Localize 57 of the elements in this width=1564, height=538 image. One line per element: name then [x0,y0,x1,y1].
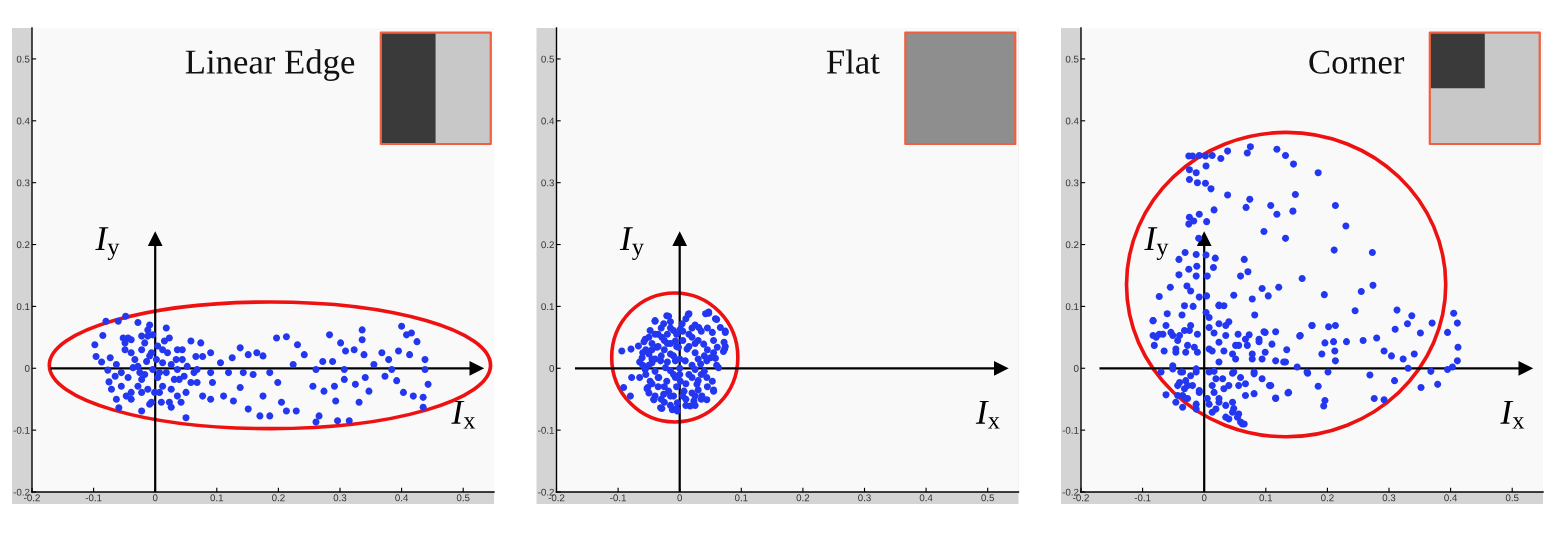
x-tick-label: -0.1 [85,494,102,502]
x-tick-label: 0 [152,494,158,502]
y-tick-label: 0.1 [1065,303,1079,311]
y-tick-label: 0.3 [16,179,30,187]
y-tick-label: 0.5 [16,55,30,63]
y-tick-label: 0 [549,365,555,372]
y-tick-label: 0.1 [16,303,30,311]
y-tick-label: 0.2 [16,241,30,249]
x-tick-label: -0.2 [1073,494,1089,502]
y-tick-label: 0.2 [1065,241,1079,249]
x-tick-label: -0.2 [548,494,565,502]
y-tick-label: 0.5 [1065,55,1079,63]
x-tick-label: 0.4 [395,494,409,502]
x-tick-label: 0.2 [272,494,285,502]
x-tick-label: 0.1 [210,494,224,502]
ref-line-label: I$_{y}$ [95,227,120,261]
y-tick-label: 0.4 [541,117,555,125]
x-tick-label: 0 [1201,494,1207,502]
y-tick-label: 0.3 [541,179,554,187]
y-tick-label: 0.2 [541,241,554,249]
y-tick-label: -0.2 [538,488,554,496]
x-tick-label: 0 [677,494,683,502]
x-tick-label: 0.5 [981,494,995,502]
y-tick-label: -0.2 [1062,488,1079,496]
y-tick-label: 0.4 [16,117,30,125]
y-tick-label: -0.1 [13,426,30,434]
ref-line-label: I$_{y}$ [619,227,644,261]
text: Linear Edge [185,49,355,81]
x-tick-label: 0.5 [456,494,470,502]
x-tick-label: 0.1 [1259,494,1273,502]
y-tick-label: 0.3 [1065,179,1079,187]
y-tick-label: 0.4 [1065,117,1079,125]
y-tick-label: -0.1 [538,426,554,434]
legend-label: I$_{x}$ [451,400,476,429]
x-tick-label: -0.2 [24,494,40,502]
legend-label: I$_{x}$ [975,400,1000,429]
x-tick-label: 0.2 [796,494,810,502]
y-tick-label: 0 [24,365,30,372]
x-tick-label: 0.4 [919,494,933,502]
y-tick-label: 0.5 [541,55,555,63]
y-tick-label: 0.1 [541,303,554,311]
chart-title: Flat [826,49,880,74]
x-tick-label: 0.3 [333,494,347,502]
x-tick-label: 0.2 [1321,494,1334,502]
x-tick-label: -0.1 [1134,494,1151,502]
chart-title: Corner [1309,50,1405,74]
ref-line-label: I$_{x}$ [1500,400,1525,429]
x-tick-label: 0.1 [734,494,748,502]
ref-line-label: I$_{y}$ [1144,227,1169,261]
x-tick-label: 0.4 [1444,494,1458,502]
y-tick-label: -0.1 [1062,426,1079,434]
x-tick-label: -0.1 [610,494,626,502]
x-tick-label: 0.3 [858,494,871,502]
x-tick-label: 0.5 [1505,494,1519,502]
y-tick-label: 0 [1073,365,1079,372]
x-tick-label: 0.3 [1382,494,1396,502]
y-tick-label: -0.2 [13,488,30,496]
